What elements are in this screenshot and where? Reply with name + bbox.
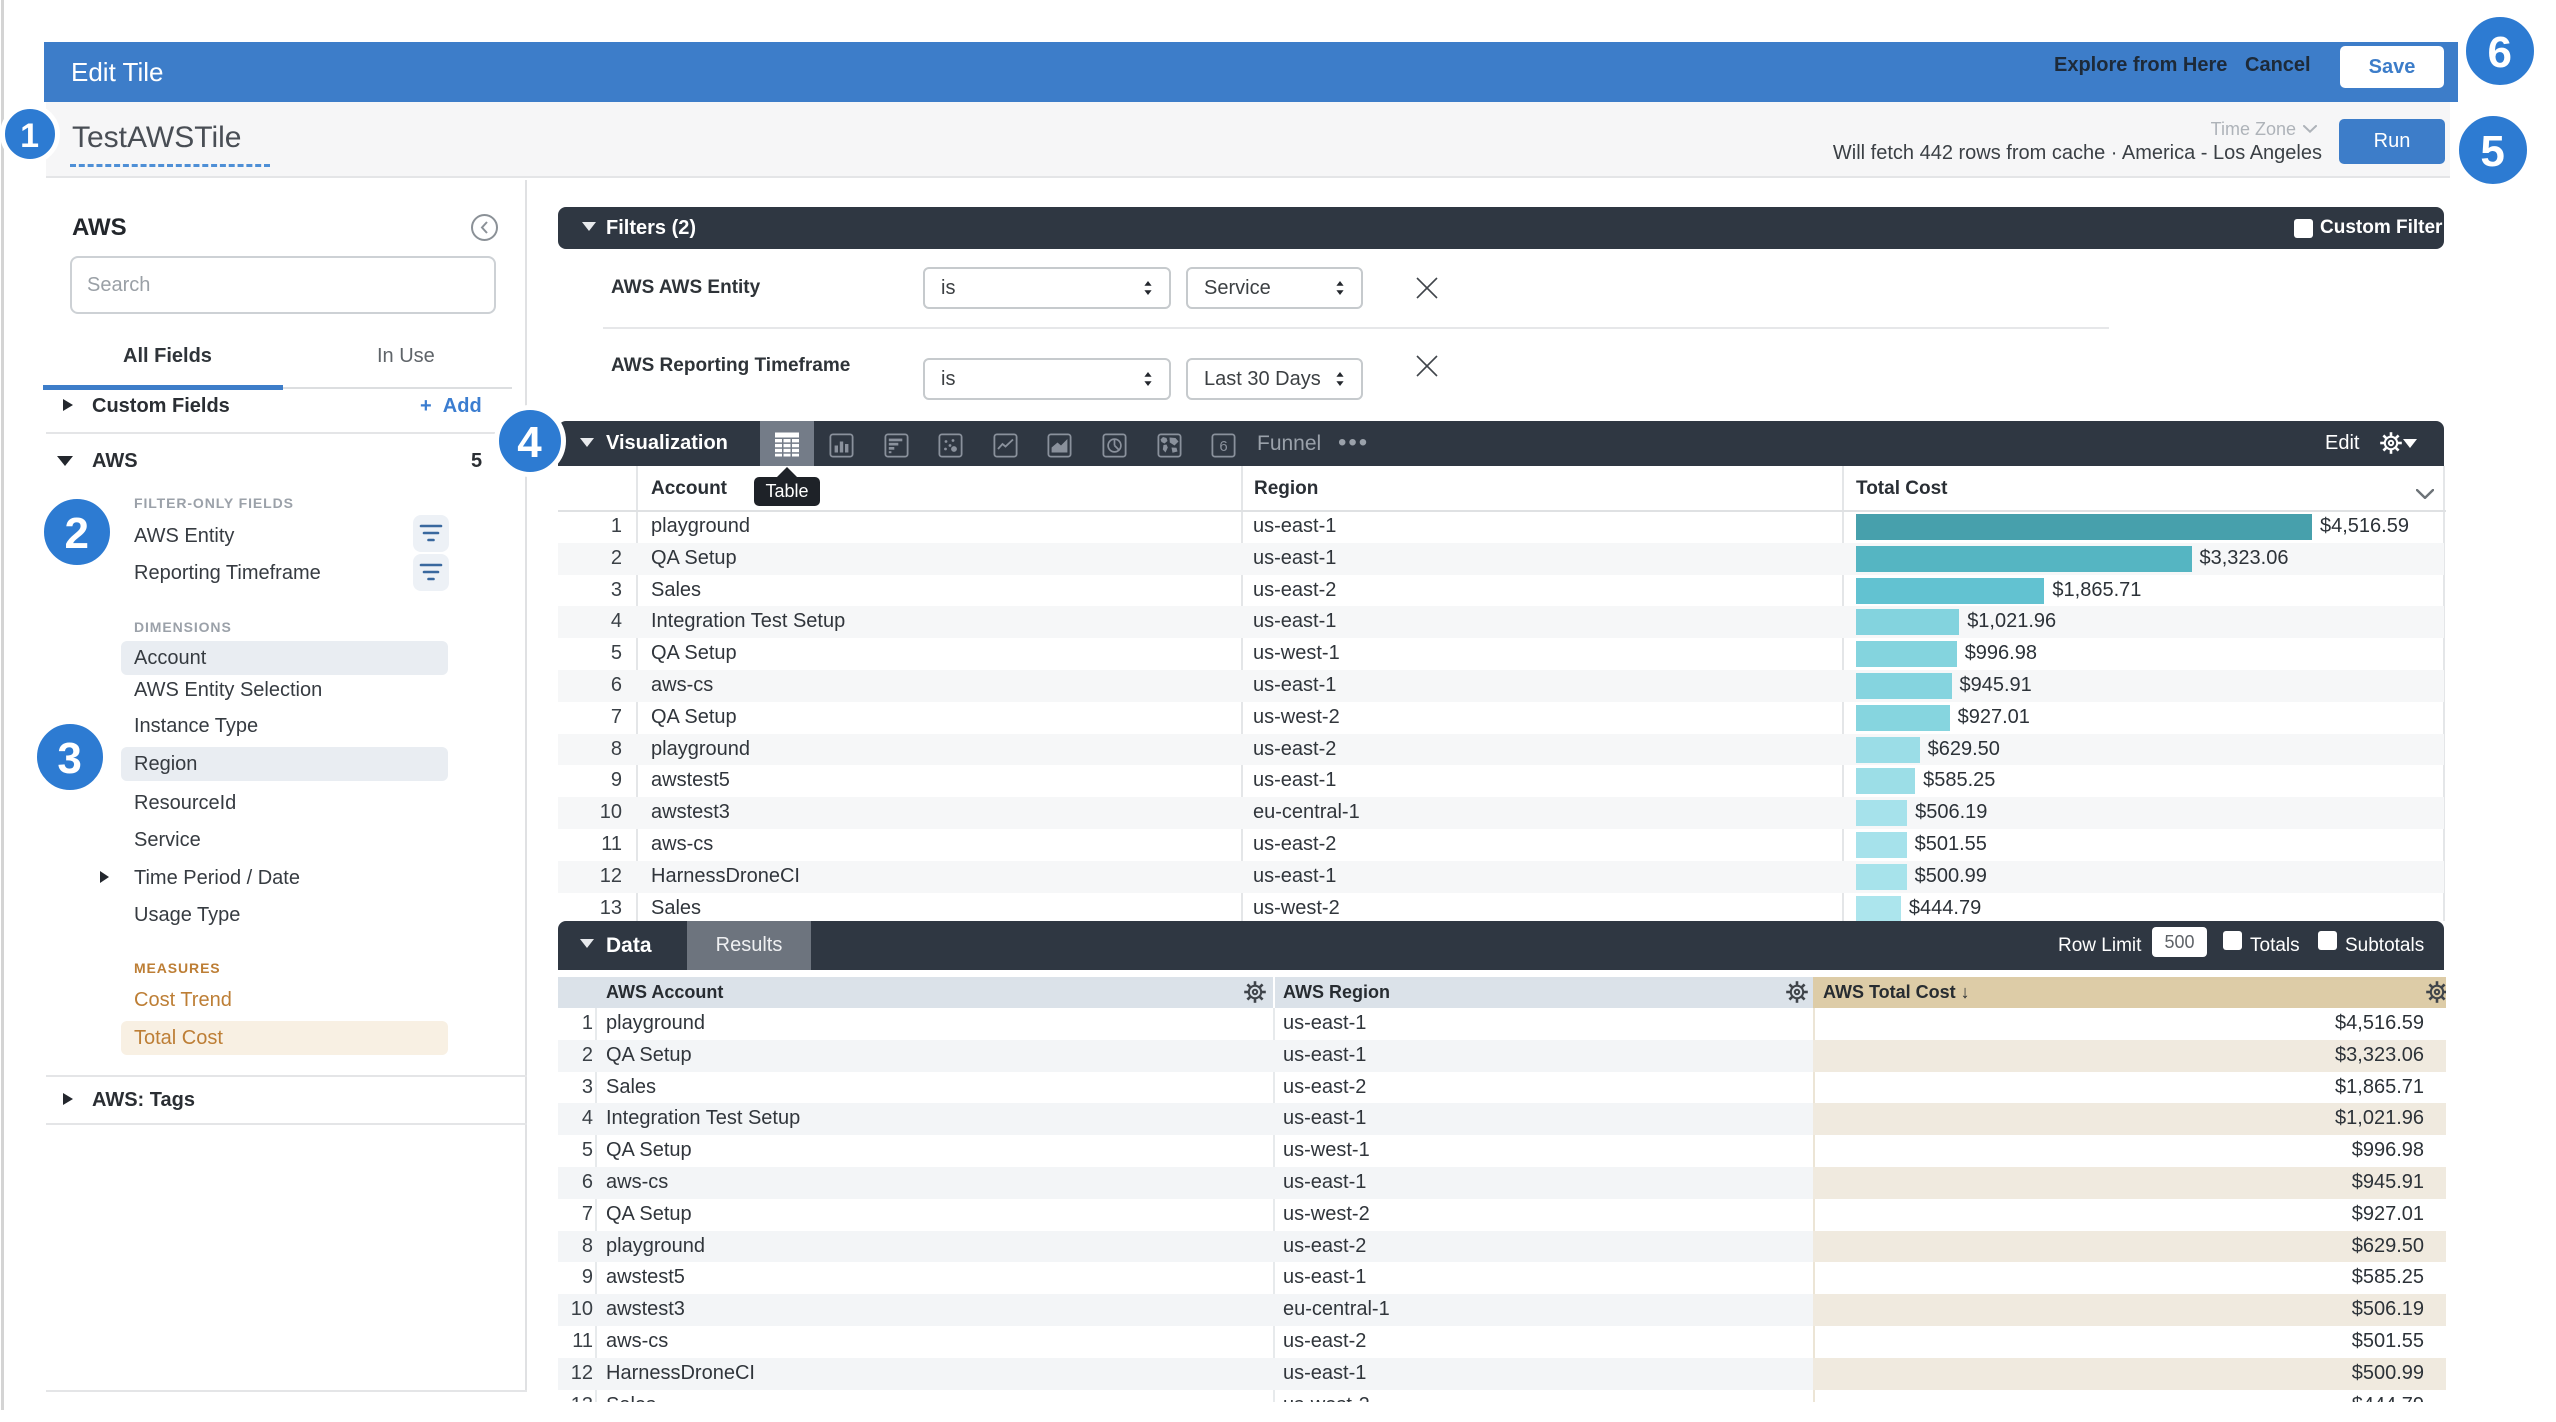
svg-text:6: 6: [1220, 438, 1228, 455]
